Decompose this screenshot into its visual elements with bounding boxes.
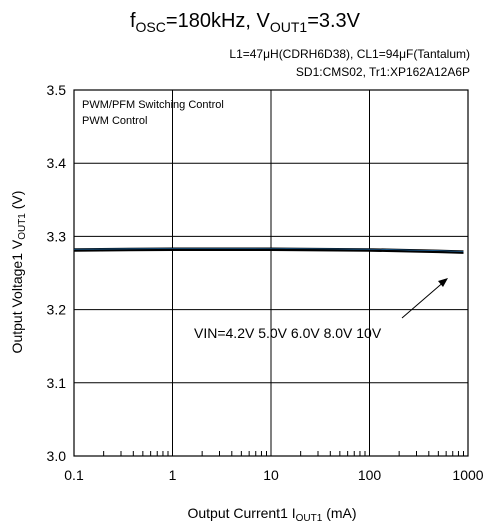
y-tick-label: 3.5 <box>47 82 67 98</box>
series-line-5 <box>73 249 464 254</box>
y-tick-label: 3.1 <box>47 375 67 391</box>
x-axis-label: Output Current1 IOUT1 (mA) <box>187 505 356 524</box>
x-tick-label: 1 <box>169 467 177 483</box>
conditions-line2: SD1:CMS02, Tr1:XP162A12A6P <box>296 65 470 79</box>
annotation-arrow-head <box>438 278 448 287</box>
y-tick-label: 3.0 <box>47 448 67 464</box>
plot-note-2: PWM Control <box>82 115 147 127</box>
series-layer <box>73 247 464 254</box>
plot-frame <box>73 89 469 457</box>
y-tick-label: 3.2 <box>47 302 67 318</box>
series-line-2 <box>73 248 464 253</box>
annotation-arrow-shaft <box>401 279 447 319</box>
annotation-vin: VIN=4.2V 5.0V 6.0V 8.0V 10V <box>194 325 382 341</box>
y-tick-label: 3.3 <box>47 228 67 244</box>
y-tick-label: 3.4 <box>47 155 67 171</box>
plot-note-1: PWM/PFM Switching Control <box>82 99 224 111</box>
x-tick-label: 0.1 <box>64 467 84 483</box>
x-tick-label: 1000 <box>452 467 483 483</box>
x-tick-label: 10 <box>263 467 279 483</box>
x-tick-label: 100 <box>358 467 382 483</box>
chart-title: fOSC=180kHz, VOUT1=3.3V <box>130 10 361 35</box>
y-axis-label: Output Voltage1 VOUT1 (V) <box>9 191 28 354</box>
x-tick-labels: 0.1 1 10 100 1000 <box>64 467 484 483</box>
series-line-1 <box>73 247 464 252</box>
minor-ticks <box>103 451 464 456</box>
conditions-line1: L1=47μH(CDRH6D38), CL1=94μF(Tantalum) <box>229 47 470 61</box>
y-tick-labels: 3.0 3.1 3.2 3.3 3.4 3.5 <box>47 82 67 464</box>
